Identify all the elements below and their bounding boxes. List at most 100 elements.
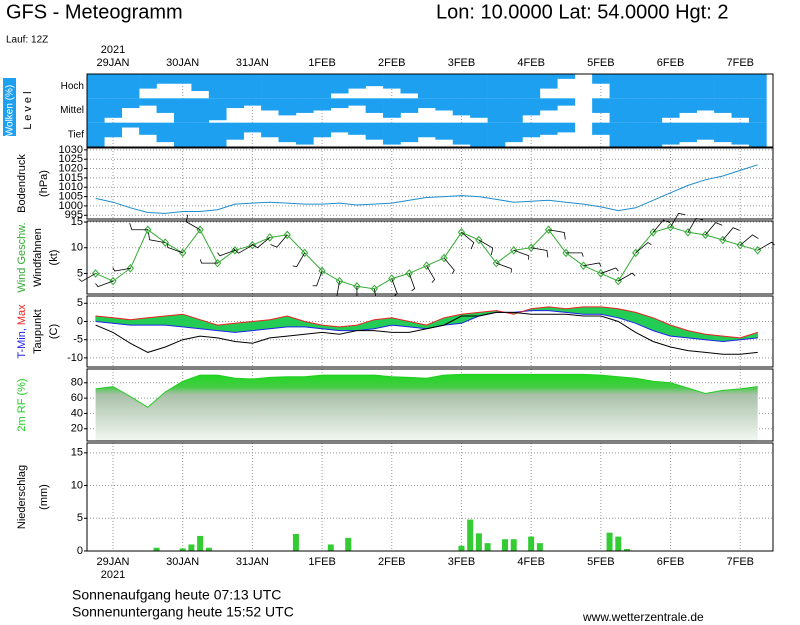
cloud-cell	[731, 74, 750, 99]
cloud-cell	[592, 74, 610, 84]
source: www.wetterzentrale.de	[582, 610, 704, 624]
cloud-cell	[365, 98, 384, 113]
point	[666, 222, 675, 232]
cloud-cell	[470, 74, 488, 99]
cloud-cell	[400, 122, 419, 143]
y-tick-label: 1025	[59, 153, 83, 165]
panel-border	[86, 147, 774, 220]
cloud-cell	[313, 98, 332, 111]
cloud-cell	[679, 122, 697, 143]
point	[562, 248, 570, 258]
wind-barb	[461, 232, 475, 250]
bar	[484, 543, 491, 551]
wind-barb	[251, 237, 271, 249]
bar	[153, 547, 160, 551]
point	[475, 235, 483, 245]
point	[161, 238, 169, 247]
cloud-cell	[522, 98, 541, 116]
cloud-cell	[748, 98, 767, 123]
x-tick-label: 31JAN	[236, 57, 269, 69]
panel-frame	[87, 148, 773, 219]
x-tick-label: 2FEB	[378, 556, 406, 568]
y-axis-label: Niederschlag	[16, 465, 28, 529]
y-tick-label: 80	[71, 377, 83, 389]
cloud-cell	[417, 122, 436, 138]
wind-barb	[531, 247, 549, 258]
y-axis-label: (hPa)	[38, 170, 50, 197]
y-tick-label: 0	[77, 545, 83, 557]
point	[440, 253, 448, 263]
wind-barb	[185, 214, 201, 231]
x-tick-label: 30JAN	[166, 556, 199, 568]
x-tick-label: 3FEB	[448, 556, 476, 568]
point	[283, 230, 291, 240]
cloud-cell	[295, 98, 314, 113]
cloud-cell	[661, 74, 680, 99]
cloud-cell	[121, 122, 140, 128]
cloud-cell	[104, 98, 123, 118]
wind-barb	[496, 262, 512, 273]
x-tick-label: 31JAN	[236, 556, 269, 568]
y-axis-label: Bodendruck	[16, 154, 28, 213]
y-tick-label: 995	[65, 209, 83, 221]
y-axis-label: (kt)	[48, 250, 60, 266]
bar	[179, 548, 186, 551]
cloud-cell	[330, 122, 349, 133]
bar	[292, 533, 299, 551]
cloud-cell	[365, 122, 384, 140]
bar	[536, 543, 543, 551]
x-tick-label: 6FEB	[657, 57, 685, 69]
area	[95, 374, 758, 441]
cloud-cell	[644, 98, 663, 123]
panel	[87, 443, 773, 552]
cloud-cell	[748, 74, 767, 99]
cloud-cell	[139, 122, 157, 135]
wind-barb	[233, 244, 253, 254]
cloud-cell	[278, 98, 297, 116]
cloud-cell	[104, 74, 123, 99]
point	[527, 243, 535, 253]
series-line	[95, 164, 758, 214]
x-tick-label: 4FEB	[517, 556, 545, 568]
point	[144, 225, 152, 235]
cloud-cell	[191, 98, 210, 123]
wind-barb	[292, 252, 306, 268]
wind-barb	[443, 257, 455, 274]
series-name: T-Min,	[16, 328, 28, 359]
bar	[475, 533, 482, 551]
bar	[345, 537, 352, 551]
cloud-cell	[435, 98, 454, 111]
cloud-cell	[714, 122, 732, 143]
panel-border	[86, 368, 774, 442]
cloud-cell	[243, 74, 262, 99]
x-tick-label: 5FEB	[587, 57, 615, 69]
cloud-cell	[330, 74, 349, 94]
point	[126, 264, 135, 273]
cloud-cell	[417, 74, 436, 99]
y-tick-label: 20	[71, 423, 83, 435]
point	[335, 276, 344, 286]
cloud-cell	[86, 74, 105, 99]
cloud-cell	[104, 122, 123, 138]
cloud-cell	[661, 98, 680, 118]
run: Lauf: 12Z	[6, 35, 48, 46]
y-tick-label: 5	[77, 267, 83, 279]
point	[300, 248, 309, 258]
series-line	[95, 306, 758, 339]
x-tick-label: 3FEB	[448, 57, 476, 69]
cloud-cell	[609, 74, 628, 99]
cloud-cell	[348, 98, 366, 106]
panel-border	[86, 295, 774, 368]
cloud-cell	[557, 74, 576, 79]
cloud-cell	[609, 98, 628, 123]
point	[510, 246, 518, 255]
cloud-cell	[505, 74, 523, 99]
range-fill	[583, 306, 602, 315]
cloud-cell	[156, 122, 175, 143]
cloud-cell	[626, 98, 645, 123]
point	[457, 228, 466, 237]
x-tick-label: 4FEB	[517, 57, 545, 69]
y-tick-label: 15	[71, 447, 83, 459]
wind-barb	[722, 227, 740, 241]
